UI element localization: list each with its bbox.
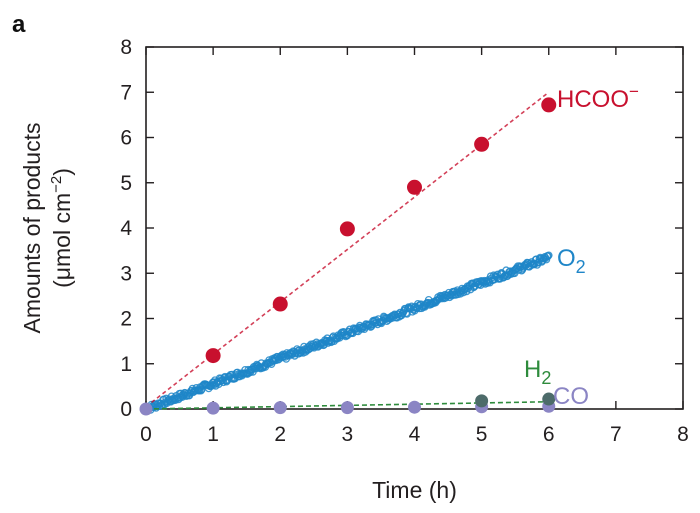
- plot-area: 0 1 2 3 4 5 6 7 8 0 1 2 3 4 5 6 7 8 Time (h) Amounts of pro…: [19, 36, 689, 503]
- o2-data-point: [544, 252, 552, 260]
- x-tick-label: 4: [409, 423, 421, 446]
- x-tick-label: 0: [140, 423, 152, 446]
- y-tick-label: 4: [120, 217, 132, 240]
- co-data-point: [139, 402, 153, 416]
- h2-series-label: H2: [524, 356, 551, 388]
- x-tick-label: 8: [677, 423, 689, 446]
- y-tick-label: 0: [120, 398, 132, 421]
- x-tick-label: 2: [274, 423, 286, 446]
- panel-letter: a: [12, 11, 26, 38]
- hcoo-data-point: [339, 221, 355, 237]
- hcoo-data-point: [541, 97, 557, 113]
- y-tick-label: 7: [120, 81, 132, 104]
- hcoo-data-point: [272, 296, 288, 312]
- x-tick-label: 5: [476, 423, 488, 446]
- x-tick-label: 1: [207, 423, 219, 446]
- y-tick-label: 8: [120, 36, 132, 59]
- x-axis-title: Time (h): [372, 477, 457, 503]
- y-axis-title-line1: Amounts of products: [19, 123, 45, 334]
- o2-data-point: [544, 251, 553, 260]
- y-tick-label: 1: [120, 353, 132, 376]
- x-tick-label: 3: [342, 423, 354, 446]
- hcoo-data-point: [407, 179, 422, 195]
- y-tick-label: 3: [120, 262, 132, 285]
- hcoo-data-point: [474, 136, 490, 152]
- hcoo-fit-line: [145, 91, 550, 408]
- y-axis-title-line2: (μmol cm−2): [48, 168, 75, 288]
- hcoo-data-point: [205, 348, 221, 364]
- co-data-point: [340, 401, 354, 415]
- co-series-label: CO: [553, 383, 589, 410]
- y-tick-label: 6: [120, 127, 132, 150]
- co-data-point: [273, 401, 287, 415]
- y-tick-label: 2: [120, 308, 132, 331]
- o2-series-label: O2: [557, 245, 586, 277]
- x-tick-label: 7: [610, 423, 622, 446]
- o2-data-point: [493, 270, 502, 279]
- h2-data-point: [475, 394, 489, 408]
- h2-data-point: [542, 392, 556, 406]
- hcoo-series-label: HCOO−: [557, 82, 639, 113]
- x-tick-label: 6: [543, 423, 555, 446]
- y-tick-label: 5: [120, 172, 132, 195]
- co-data-point: [206, 401, 220, 415]
- co-data-point: [408, 400, 421, 414]
